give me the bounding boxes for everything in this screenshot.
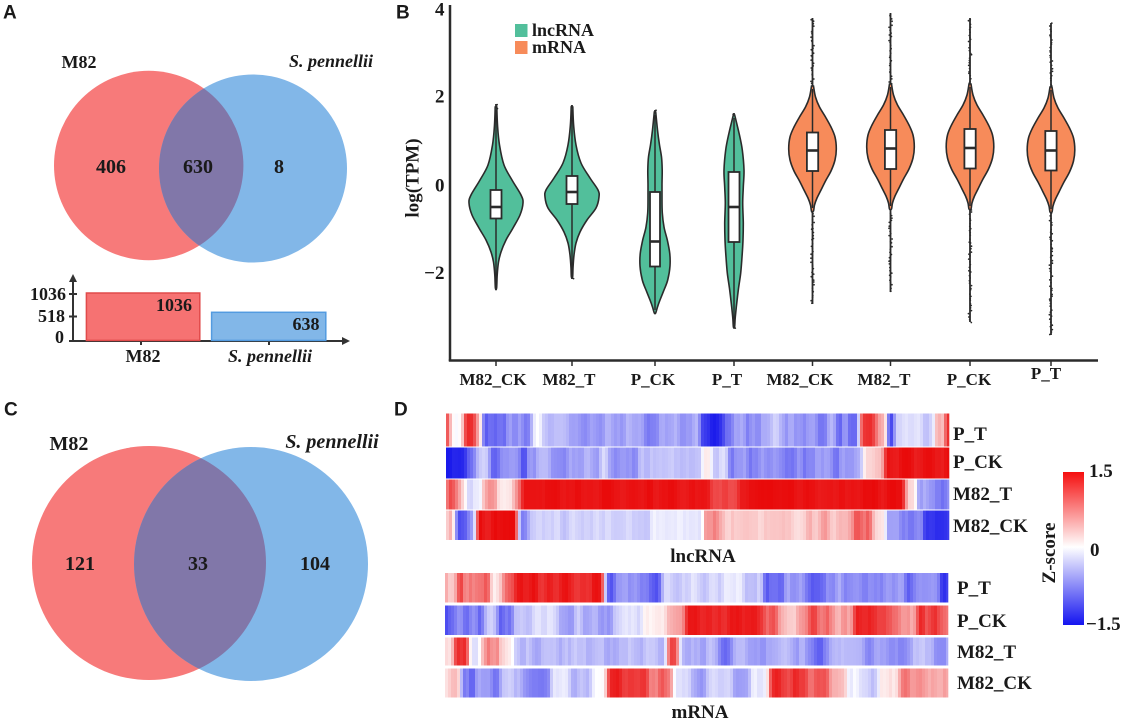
- svg-text:2: 2: [435, 87, 445, 108]
- svg-text:A: A: [3, 3, 17, 24]
- svg-text:Z-score: Z-score: [1039, 523, 1060, 584]
- svg-text:1036: 1036: [30, 284, 66, 304]
- svg-text:S. pennellii: S. pennellii: [285, 431, 379, 453]
- svg-text:M82_T: M82_T: [953, 484, 1012, 505]
- svg-text:C: C: [4, 400, 18, 421]
- svg-text:mRNA: mRNA: [532, 37, 586, 57]
- svg-text:S. pennellii: S. pennellii: [228, 346, 312, 366]
- svg-text:104: 104: [300, 553, 330, 575]
- svg-text:P_T: P_T: [712, 370, 743, 389]
- svg-text:M82_CK: M82_CK: [957, 673, 1032, 694]
- svg-text:lncRNA: lncRNA: [670, 546, 736, 567]
- svg-text:0: 0: [55, 327, 64, 347]
- svg-text:33: 33: [188, 553, 208, 575]
- svg-text:S. pennellii: S. pennellii: [289, 51, 373, 71]
- svg-text:630: 630: [183, 156, 213, 178]
- svg-text:mRNA: mRNA: [672, 702, 729, 720]
- svg-text:406: 406: [96, 156, 126, 178]
- svg-text:−1.5: −1.5: [1086, 614, 1121, 635]
- svg-text:0: 0: [1090, 540, 1100, 561]
- svg-text:1.5: 1.5: [1089, 461, 1113, 482]
- svg-text:P_CK: P_CK: [947, 370, 992, 389]
- svg-text:121: 121: [65, 553, 95, 575]
- svg-text:M82: M82: [50, 433, 89, 455]
- svg-text:P_T: P_T: [957, 578, 991, 599]
- svg-text:518: 518: [38, 306, 65, 326]
- svg-text:lncRNA: lncRNA: [532, 20, 594, 40]
- svg-text:638: 638: [293, 314, 320, 334]
- svg-text:P_CK: P_CK: [631, 370, 676, 389]
- svg-text:8: 8: [274, 156, 284, 178]
- svg-text:M82_CK: M82_CK: [766, 370, 834, 389]
- svg-text:4: 4: [435, 0, 445, 21]
- svg-text:P_CK: P_CK: [957, 611, 1007, 632]
- svg-text:M82: M82: [126, 346, 161, 366]
- svg-text:M82_T: M82_T: [957, 642, 1016, 663]
- svg-text:0: 0: [435, 176, 445, 197]
- svg-text:D: D: [394, 400, 408, 421]
- svg-text:M82_CK: M82_CK: [459, 370, 527, 389]
- svg-text:P_T: P_T: [953, 424, 987, 445]
- svg-text:P_T: P_T: [1031, 364, 1062, 383]
- svg-text:M82: M82: [62, 52, 97, 72]
- svg-text:B: B: [396, 3, 410, 24]
- svg-text:M82_T: M82_T: [543, 370, 597, 389]
- svg-text:P_CK: P_CK: [953, 452, 1003, 473]
- svg-text:M82_T: M82_T: [858, 370, 912, 389]
- svg-text:−2: −2: [424, 263, 444, 284]
- svg-text:log(TPM): log(TPM): [403, 138, 424, 217]
- svg-text:M82_CK: M82_CK: [953, 516, 1028, 537]
- svg-text:1036: 1036: [156, 295, 192, 315]
